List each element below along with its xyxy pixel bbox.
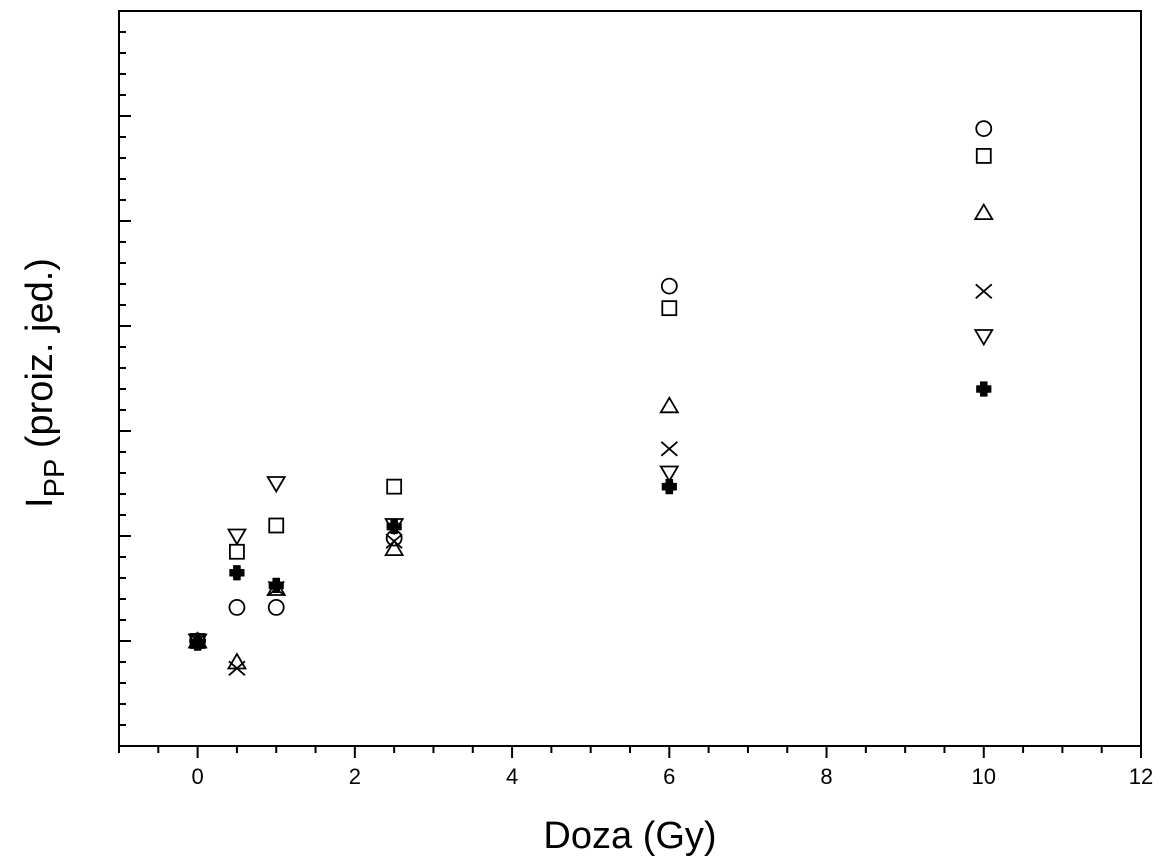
x-tick-label: 12 <box>1129 764 1153 789</box>
point-square <box>268 517 285 534</box>
point-square <box>386 478 403 495</box>
axis-ticks <box>118 10 1142 758</box>
point-x <box>660 441 678 457</box>
x-tick-label: 4 <box>506 764 518 789</box>
point-circle <box>975 120 993 138</box>
point-x <box>975 283 993 300</box>
point-triangle-up <box>659 396 680 414</box>
point-triangle-down <box>226 528 247 546</box>
point-circle <box>660 277 678 295</box>
x-tick-label: 0 <box>191 764 203 789</box>
point-square <box>229 543 245 560</box>
x-tick-label: 2 <box>349 764 361 789</box>
point-triangle-down <box>659 465 680 483</box>
point-triangle-up <box>226 652 247 670</box>
y-axis-title-suffix: (proiz. jed.) <box>19 258 61 459</box>
point-x <box>385 533 403 549</box>
x-tick-label: 8 <box>820 764 832 789</box>
point-triangle-down <box>973 329 994 347</box>
point-square <box>661 300 678 317</box>
y-axis-title-main: I <box>19 497 61 508</box>
point-circle <box>267 599 285 616</box>
x-axis-title: Doza (Gy) <box>543 815 716 857</box>
point-triangle-up <box>973 202 994 221</box>
point-filled-cross <box>268 577 284 593</box>
point-triangle-down <box>266 476 287 494</box>
point-filled-cross <box>190 635 206 651</box>
point-filled-cross <box>976 381 992 397</box>
x-tick-labels: 0 2 4 6 8 10 12 <box>191 764 1153 789</box>
x-tick-label: 10 <box>972 764 996 789</box>
data-points <box>187 120 994 676</box>
y-axis-title-subscript: PP <box>39 459 71 498</box>
x-tick-label: 6 <box>663 764 675 789</box>
point-circle <box>228 599 246 616</box>
point-square <box>975 147 992 164</box>
point-triangle-up <box>384 538 405 556</box>
point-filled-cross <box>229 565 245 581</box>
y-axis-title: IPP (proiz. jed.) <box>19 258 71 508</box>
point-x <box>228 660 246 676</box>
point-filled-cross <box>386 518 402 535</box>
point-filled-cross <box>661 479 677 495</box>
